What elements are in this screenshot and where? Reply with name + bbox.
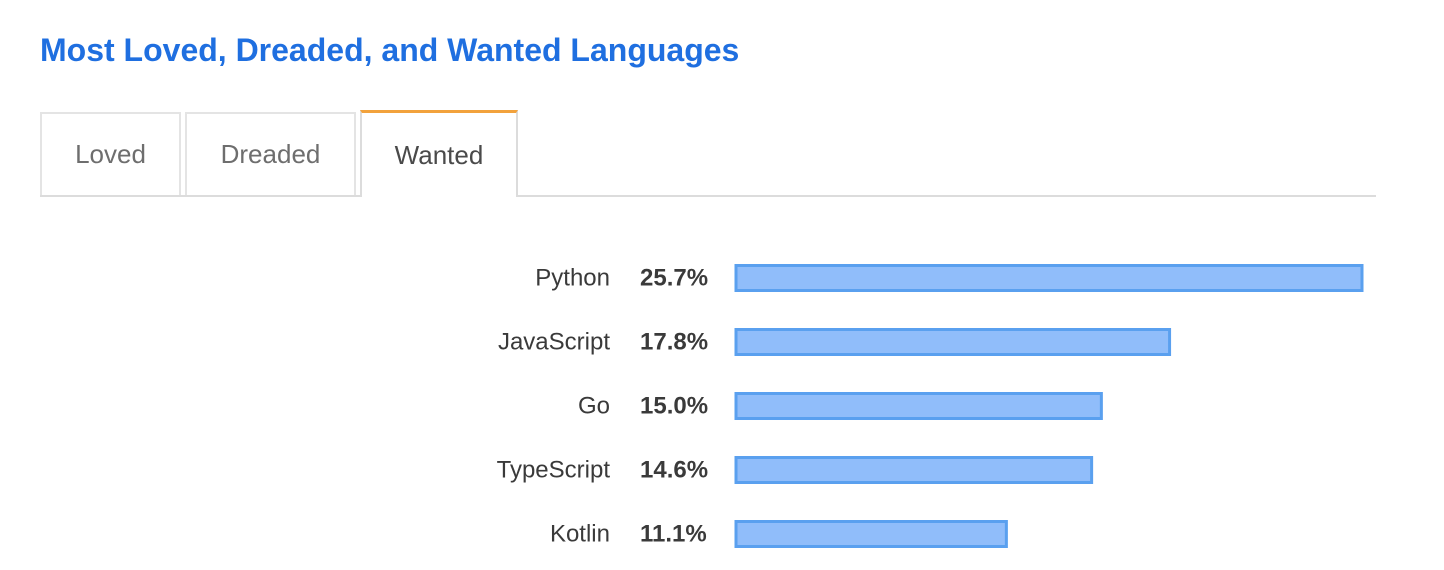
category-label-kotlin: Kotlin <box>550 521 610 548</box>
bar-javascript <box>734 328 1172 356</box>
bar-python <box>734 264 1364 292</box>
category-label-javascript: JavaScript <box>498 329 610 356</box>
tab-wanted[interactable]: Wanted <box>360 110 518 197</box>
bar-typescript <box>734 456 1094 484</box>
category-label-python: Python <box>535 265 610 292</box>
tab-dreaded[interactable]: Dreaded <box>185 112 356 195</box>
value-label-kotlin: 11.1% <box>640 521 707 548</box>
value-label-go: 15.0% <box>640 393 708 420</box>
bar-kotlin <box>734 520 1008 548</box>
page-title: Most Loved, Dreaded, and Wanted Language… <box>40 32 740 68</box>
tab-loved[interactable]: Loved <box>40 112 181 195</box>
value-label-javascript: 17.8% <box>640 329 708 356</box>
bar-go <box>734 392 1103 420</box>
category-label-typescript: TypeScript <box>497 457 611 484</box>
tabs-baseline <box>40 195 1376 197</box>
category-label-go: Go <box>578 393 610 420</box>
value-label-typescript: 14.6% <box>640 457 708 484</box>
value-label-python: 25.7% <box>640 265 708 292</box>
